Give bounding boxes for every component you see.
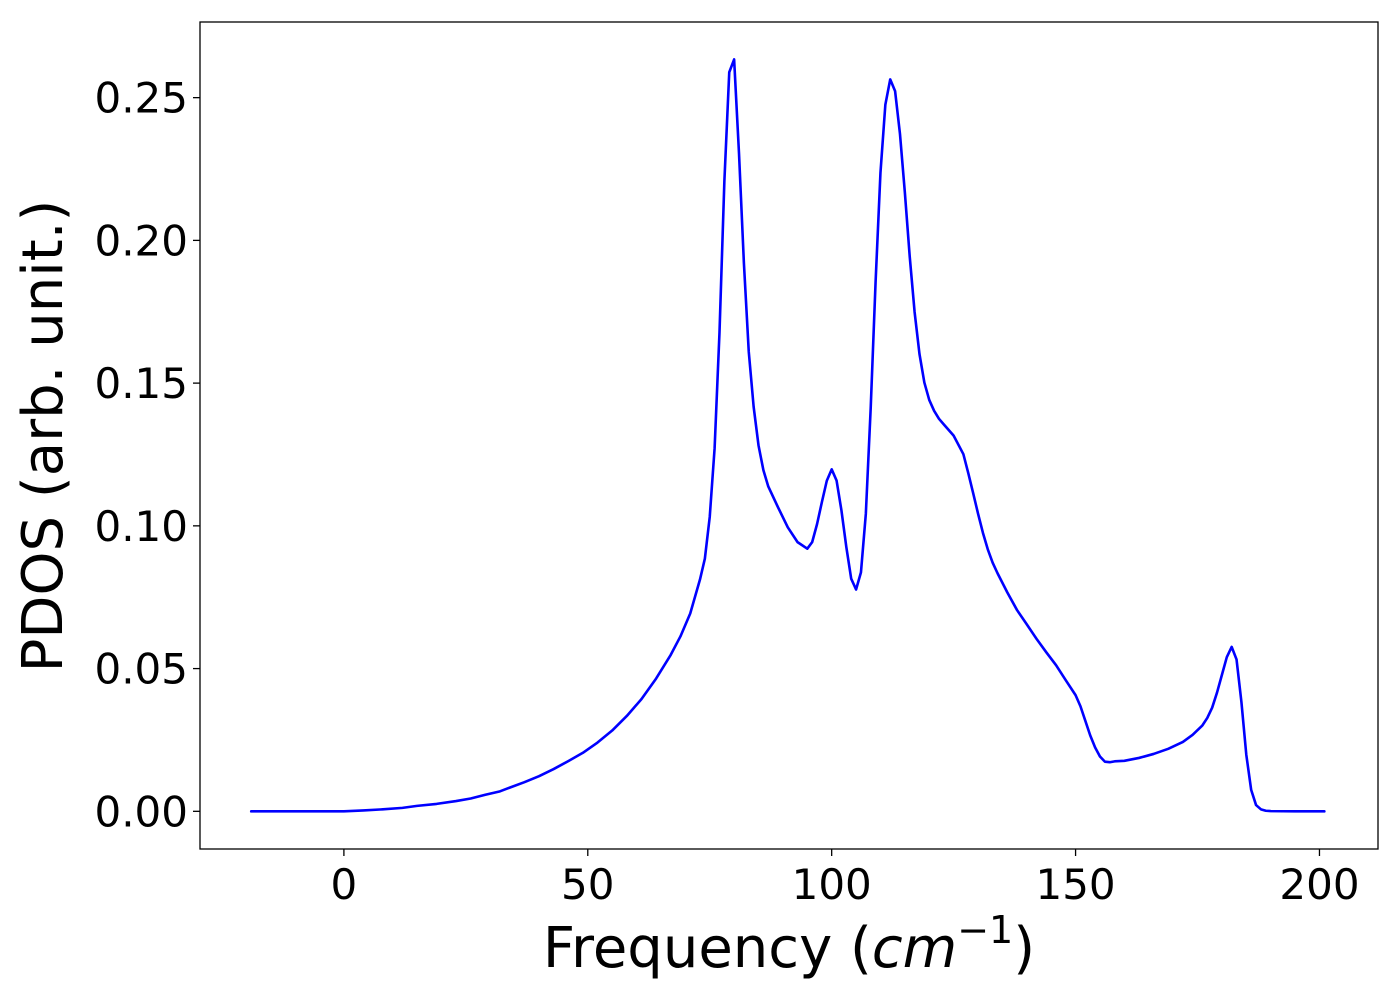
x-tick-label: 0 [331,860,358,909]
x-axis-label-prefix: Frequency ( [543,916,872,981]
x-tick-label: 50 [561,860,614,909]
x-axis-label-exponent: −1 [957,908,1013,952]
y-tick-label: 0.10 [94,502,188,551]
y-tick-label: 0.15 [94,359,188,408]
plot-background [200,22,1378,849]
series-layer [249,58,1326,813]
y-axis-label: PDOS (arb. unit.) [11,200,76,673]
y-tick-label: 0.00 [94,787,188,836]
x-axis-label-unit: cm [872,916,957,981]
x-tick-label: 150 [1035,860,1115,909]
x-axis-ticks: 0 50 100 150 200 [331,849,1360,909]
y-tick-label: 0.25 [94,74,188,123]
series-line-0 [249,58,1326,813]
y-axis-ticks: 0.00 0.05 0.10 0.15 0.20 0.25 [94,74,200,836]
x-tick-label: 100 [792,860,872,909]
y-tick-label: 0.05 [94,645,188,694]
x-axis-label: Frequency (cm−1) [543,908,1035,981]
y-tick-label: 0.20 [94,216,188,265]
x-axis-label-suffix: ) [1013,916,1035,981]
x-tick-label: 200 [1279,860,1359,909]
plot-frame [199,21,1379,850]
